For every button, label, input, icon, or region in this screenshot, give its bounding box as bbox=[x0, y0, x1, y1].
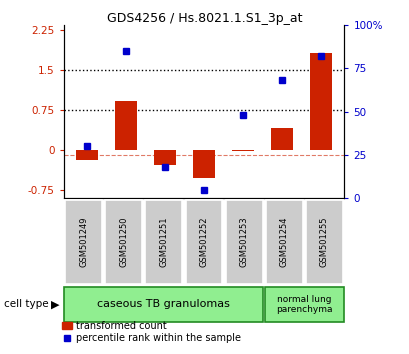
Text: GDS4256 / Hs.8021.1.S1_3p_at: GDS4256 / Hs.8021.1.S1_3p_at bbox=[107, 12, 302, 25]
Bar bbox=[231, 150, 253, 151]
Text: GSM501255: GSM501255 bbox=[319, 216, 328, 267]
Text: GSM501253: GSM501253 bbox=[239, 216, 248, 267]
Text: GSM501249: GSM501249 bbox=[79, 216, 88, 267]
Text: normal lung
parenchyma: normal lung parenchyma bbox=[276, 295, 332, 314]
Text: GSM501254: GSM501254 bbox=[279, 216, 288, 267]
Bar bbox=[310, 53, 331, 150]
Text: caseous TB granulomas: caseous TB granulomas bbox=[97, 299, 229, 309]
Bar bbox=[115, 101, 136, 150]
Text: cell type: cell type bbox=[4, 299, 49, 309]
Text: GSM501251: GSM501251 bbox=[159, 216, 168, 267]
Text: ▶: ▶ bbox=[51, 299, 59, 309]
Text: GSM501250: GSM501250 bbox=[119, 216, 128, 267]
Bar bbox=[193, 150, 214, 178]
Bar bbox=[154, 150, 175, 165]
Legend: transformed count, percentile rank within the sample: transformed count, percentile rank withi… bbox=[58, 317, 244, 347]
Text: GSM501252: GSM501252 bbox=[199, 216, 208, 267]
Bar bbox=[76, 150, 97, 160]
Bar bbox=[271, 128, 292, 150]
